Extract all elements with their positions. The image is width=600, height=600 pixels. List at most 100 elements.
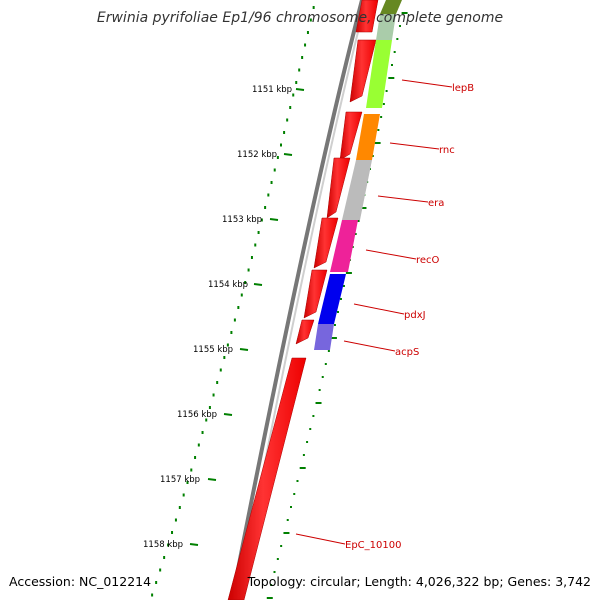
inner-tick-mark: [398, 25, 401, 27]
outer-tick-mark: [254, 243, 257, 247]
outer-tick-mark: [295, 81, 298, 84]
outer-tick-mark: [151, 593, 154, 597]
inner-tick-mark: [324, 363, 327, 365]
kbp-label: 1152 kbp: [237, 150, 277, 160]
outer-tick-mark: [267, 193, 270, 197]
inner-tick-mark: [390, 64, 393, 66]
era-gene-block[interactable]: [342, 160, 372, 220]
outer-tick-mark: [159, 568, 162, 572]
kbp-label: 1153 kbp: [222, 215, 262, 225]
inner-tick-mark: [382, 103, 385, 105]
inner-tick-mark: [283, 532, 290, 534]
outer-tick-mark: [292, 93, 295, 97]
inner-tick-mark: [336, 311, 339, 313]
inner-tick-mark: [296, 480, 299, 482]
inner-tick-mark: [401, 12, 408, 14]
lepB-cds: [355, 0, 379, 33]
pdxJ-gene-block[interactable]: [318, 274, 346, 324]
gene-label[interactable]: EpC_10100: [345, 540, 401, 551]
gene-leader-line: [365, 249, 417, 260]
outer-tick-mark: [155, 581, 158, 584]
gene-track: [314, 0, 402, 350]
inner-tick-mark: [306, 441, 309, 443]
outer-tick-mark: [197, 443, 200, 447]
inner-tick-mark: [289, 506, 292, 508]
gene-label[interactable]: acpS: [395, 347, 419, 358]
outer-tick-mark: [304, 43, 307, 47]
gene-leader-line: [389, 142, 440, 150]
kbp-tick: [239, 348, 249, 351]
inner-tick-mark: [342, 285, 345, 287]
outer-tick-mark: [226, 343, 229, 347]
gene-leader-line: [353, 303, 405, 315]
outer-tick-mark: [237, 306, 240, 309]
inner-tick-mark: [380, 116, 383, 118]
kbp-label: 1151 kbp: [252, 85, 292, 95]
pdxJ-cds: [313, 217, 339, 269]
gene-label[interactable]: pdxJ: [404, 310, 426, 321]
outer-tick-mark: [247, 268, 250, 272]
kbp-label: 1158 kbp: [143, 540, 183, 550]
kbp-tick: [223, 413, 233, 416]
outer-tick-mark: [264, 206, 267, 209]
outer-tick-mark: [205, 418, 208, 422]
outer-tick-mark: [306, 31, 309, 34]
kbp-tick: [269, 218, 279, 221]
inner-tick-mark: [293, 493, 296, 495]
outer-tick-mark: [219, 368, 222, 372]
gene-label[interactable]: recO: [416, 255, 440, 266]
kbp-tick: [283, 153, 293, 156]
outer-tick-mark: [260, 218, 263, 222]
acpS-cds: [303, 269, 328, 319]
rnc-cds: [349, 39, 377, 103]
outer-tick-mark: [286, 118, 289, 122]
inner-tick-mark: [315, 402, 322, 404]
map-title: Erwinia pyrifoliae Ep1/96 chromosome, co…: [96, 10, 504, 26]
outer-tick-mark: [289, 106, 292, 109]
gene-leader-line: [295, 533, 346, 545]
outer-tick-mark: [257, 231, 260, 234]
outer-tick-mark: [163, 556, 166, 559]
recO-gene-block[interactable]: [330, 220, 358, 272]
gene-label-group: lepB rnc era recO pdxJ acpS EpC_10100: [295, 79, 474, 551]
kbp-label: 1156 kbp: [177, 410, 217, 420]
inner-tick-mark: [302, 454, 305, 456]
EpC_10100-cds: [227, 357, 307, 600]
outer-tick-mark: [279, 143, 282, 147]
rnc-gene-block[interactable]: [356, 114, 380, 160]
inner-tick-mark: [327, 350, 330, 352]
kbp-tick: [253, 283, 263, 286]
backbone-outer: [230, 0, 364, 600]
kbp-label-group: 1151 kbp 1152 kbp 1153 kbp 1154 kbp 1155 kbp…: [143, 85, 305, 550]
outer-tick-mark: [194, 456, 197, 459]
lepB-gene-block[interactable]: [366, 40, 392, 108]
acpS-tail-cds: [295, 319, 315, 345]
era-cds: [339, 111, 363, 161]
inner-tick-mark: [357, 220, 360, 222]
acpS-gene-block[interactable]: [314, 324, 334, 350]
inner-tick-mark: [309, 428, 312, 430]
inner-tick-mark: [312, 415, 315, 417]
gene-leader-line: [401, 79, 453, 88]
gene-label[interactable]: lepB: [452, 83, 474, 94]
outer-tick-mark: [216, 381, 219, 384]
gene-label[interactable]: rnc: [439, 145, 455, 156]
inner-tick-mark: [321, 376, 324, 378]
inner-tick-mark: [276, 558, 279, 560]
gene-label[interactable]: era: [428, 198, 444, 209]
outer-tick-mark: [230, 331, 233, 334]
outer-tick-mark: [208, 406, 211, 409]
outer-tick-mark: [223, 356, 226, 359]
outer-tick-mark: [273, 168, 276, 172]
outer-tick-mark: [171, 531, 174, 534]
summary-label: Topology: circular; Length: 4,026,322 bp…: [247, 574, 591, 589]
inner-tick-mark: [330, 337, 337, 339]
outer-tick-mark: [190, 468, 193, 472]
kbp-tick: [189, 543, 199, 546]
kbp-label: 1155 kbp: [193, 345, 233, 355]
outer-tick-mark: [233, 318, 236, 322]
gene-block-top-pale: [376, 14, 396, 40]
inner-tick-mark: [333, 324, 336, 326]
outer-tick-mark: [283, 131, 286, 134]
inner-tick-mark: [270, 584, 273, 586]
